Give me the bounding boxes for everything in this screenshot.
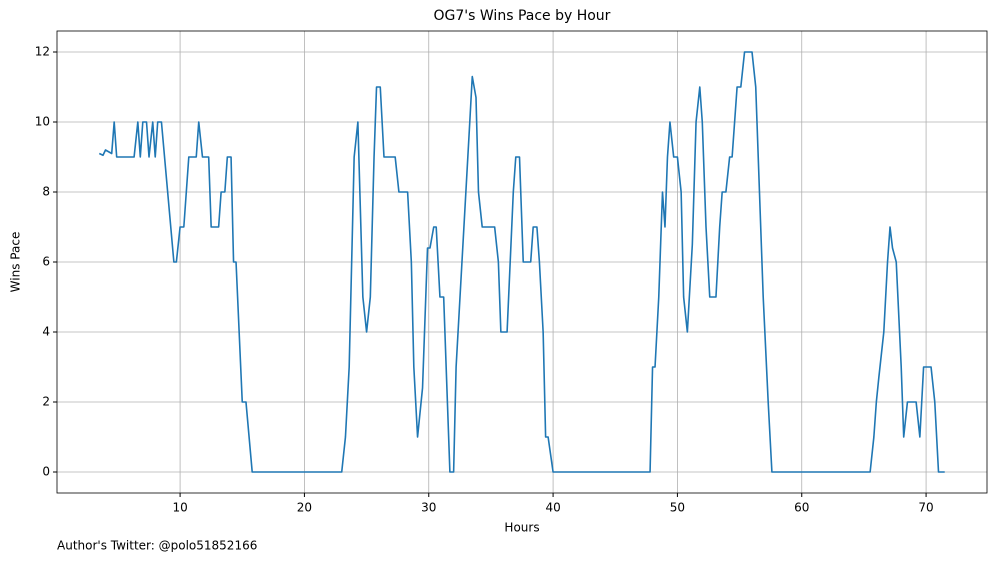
x-tick-label: 50: [670, 501, 685, 515]
x-tick-label: 40: [545, 501, 560, 515]
x-axis-label: Hours: [504, 521, 539, 535]
x-tick-label: 20: [297, 501, 312, 515]
y-tick-label: 12: [35, 45, 50, 59]
y-axis-label: Wins Pace: [9, 232, 23, 293]
y-tick-label: 2: [42, 395, 50, 409]
chart-title: OG7's Wins Pace by Hour: [434, 8, 611, 24]
plot-frame: [56, 30, 988, 494]
x-tick-label: 10: [172, 501, 187, 515]
y-tick-label: 6: [42, 255, 50, 269]
y-tick-label: 4: [42, 325, 50, 339]
footer-note: Author's Twitter: @polo51852166: [57, 539, 257, 553]
y-tick-label: 10: [35, 115, 50, 129]
x-tick-label: 70: [918, 501, 933, 515]
data-line: [98, 51, 945, 473]
x-tick-label: 60: [794, 501, 809, 515]
y-tick-label: 0: [42, 465, 50, 479]
y-tick-label: 8: [42, 185, 50, 199]
x-tick-label: 30: [421, 501, 436, 515]
